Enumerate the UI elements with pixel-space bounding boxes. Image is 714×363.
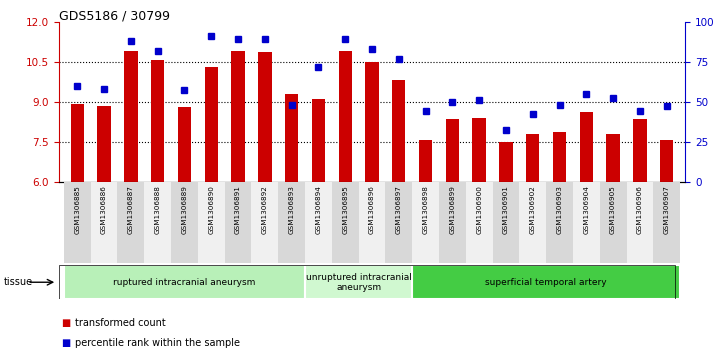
Text: unruptured intracranial
aneurysm: unruptured intracranial aneurysm <box>306 273 411 292</box>
Bar <box>473 118 486 182</box>
Text: GSM1306893: GSM1306893 <box>288 185 295 234</box>
Text: ■: ■ <box>61 318 70 328</box>
Bar <box>392 80 406 182</box>
Text: GSM1306890: GSM1306890 <box>208 185 214 234</box>
Text: GSM1306896: GSM1306896 <box>369 185 375 234</box>
Text: GSM1306907: GSM1306907 <box>664 185 670 234</box>
Text: GSM1306894: GSM1306894 <box>316 185 321 234</box>
Text: GSM1306906: GSM1306906 <box>637 185 643 234</box>
Text: GSM1306888: GSM1306888 <box>155 185 161 234</box>
Text: ■: ■ <box>61 338 70 348</box>
Bar <box>573 182 600 263</box>
Text: transformed count: transformed count <box>75 318 166 328</box>
Bar <box>151 60 164 182</box>
Bar <box>171 182 198 263</box>
Bar <box>519 182 546 263</box>
Bar <box>198 182 225 263</box>
Text: GSM1306892: GSM1306892 <box>262 185 268 234</box>
Bar <box>546 182 573 263</box>
Bar <box>600 182 626 263</box>
Bar <box>332 182 358 263</box>
Bar <box>278 182 305 263</box>
Bar <box>419 140 432 182</box>
Bar <box>305 182 332 263</box>
Text: GSM1306886: GSM1306886 <box>101 185 107 234</box>
Bar <box>386 182 412 263</box>
Text: GDS5186 / 30799: GDS5186 / 30799 <box>59 9 169 22</box>
Bar <box>446 119 459 182</box>
Bar <box>606 134 620 182</box>
Text: GSM1306905: GSM1306905 <box>610 185 616 234</box>
Bar <box>366 62 378 182</box>
Text: GSM1306887: GSM1306887 <box>128 185 134 234</box>
Bar <box>312 99 325 182</box>
Bar <box>285 94 298 182</box>
Bar <box>251 182 278 263</box>
Text: GSM1306897: GSM1306897 <box>396 185 402 234</box>
Bar <box>466 182 493 263</box>
Bar <box>412 182 439 263</box>
Bar <box>626 182 653 263</box>
Bar <box>493 182 519 263</box>
Text: GSM1306885: GSM1306885 <box>74 185 80 234</box>
Bar <box>225 182 251 263</box>
Bar <box>64 182 91 263</box>
Bar <box>118 182 144 263</box>
Bar <box>358 182 386 263</box>
Text: GSM1306904: GSM1306904 <box>583 185 589 234</box>
Bar <box>258 52 271 181</box>
Bar <box>660 140 673 182</box>
Text: percentile rank within the sample: percentile rank within the sample <box>75 338 240 348</box>
Bar <box>144 182 171 263</box>
Text: GSM1306903: GSM1306903 <box>556 185 563 234</box>
Bar <box>526 134 540 182</box>
Bar <box>124 51 138 182</box>
Bar <box>653 182 680 263</box>
Text: GSM1306898: GSM1306898 <box>423 185 428 234</box>
Text: ruptured intracranial aneurysm: ruptured intracranial aneurysm <box>114 278 256 287</box>
Text: superficial temporal artery: superficial temporal artery <box>486 278 607 287</box>
Bar <box>553 132 566 182</box>
Bar <box>305 265 412 299</box>
Text: GSM1306889: GSM1306889 <box>181 185 188 234</box>
Bar <box>499 142 513 182</box>
Text: GSM1306900: GSM1306900 <box>476 185 482 234</box>
Text: GSM1306895: GSM1306895 <box>342 185 348 234</box>
Text: GSM1306899: GSM1306899 <box>449 185 456 234</box>
Bar <box>64 265 305 299</box>
Bar <box>231 51 245 182</box>
Bar <box>71 104 84 182</box>
Bar <box>580 112 593 182</box>
Text: GSM1306902: GSM1306902 <box>530 185 536 234</box>
Bar <box>204 67 218 182</box>
Text: GSM1306891: GSM1306891 <box>235 185 241 234</box>
Bar <box>338 51 352 182</box>
Text: GSM1306901: GSM1306901 <box>503 185 509 234</box>
Bar <box>97 106 111 182</box>
Bar <box>439 182 466 263</box>
Text: tissue: tissue <box>4 277 33 287</box>
Bar <box>178 107 191 182</box>
Bar <box>412 265 680 299</box>
Bar <box>633 119 647 182</box>
Bar <box>91 182 118 263</box>
